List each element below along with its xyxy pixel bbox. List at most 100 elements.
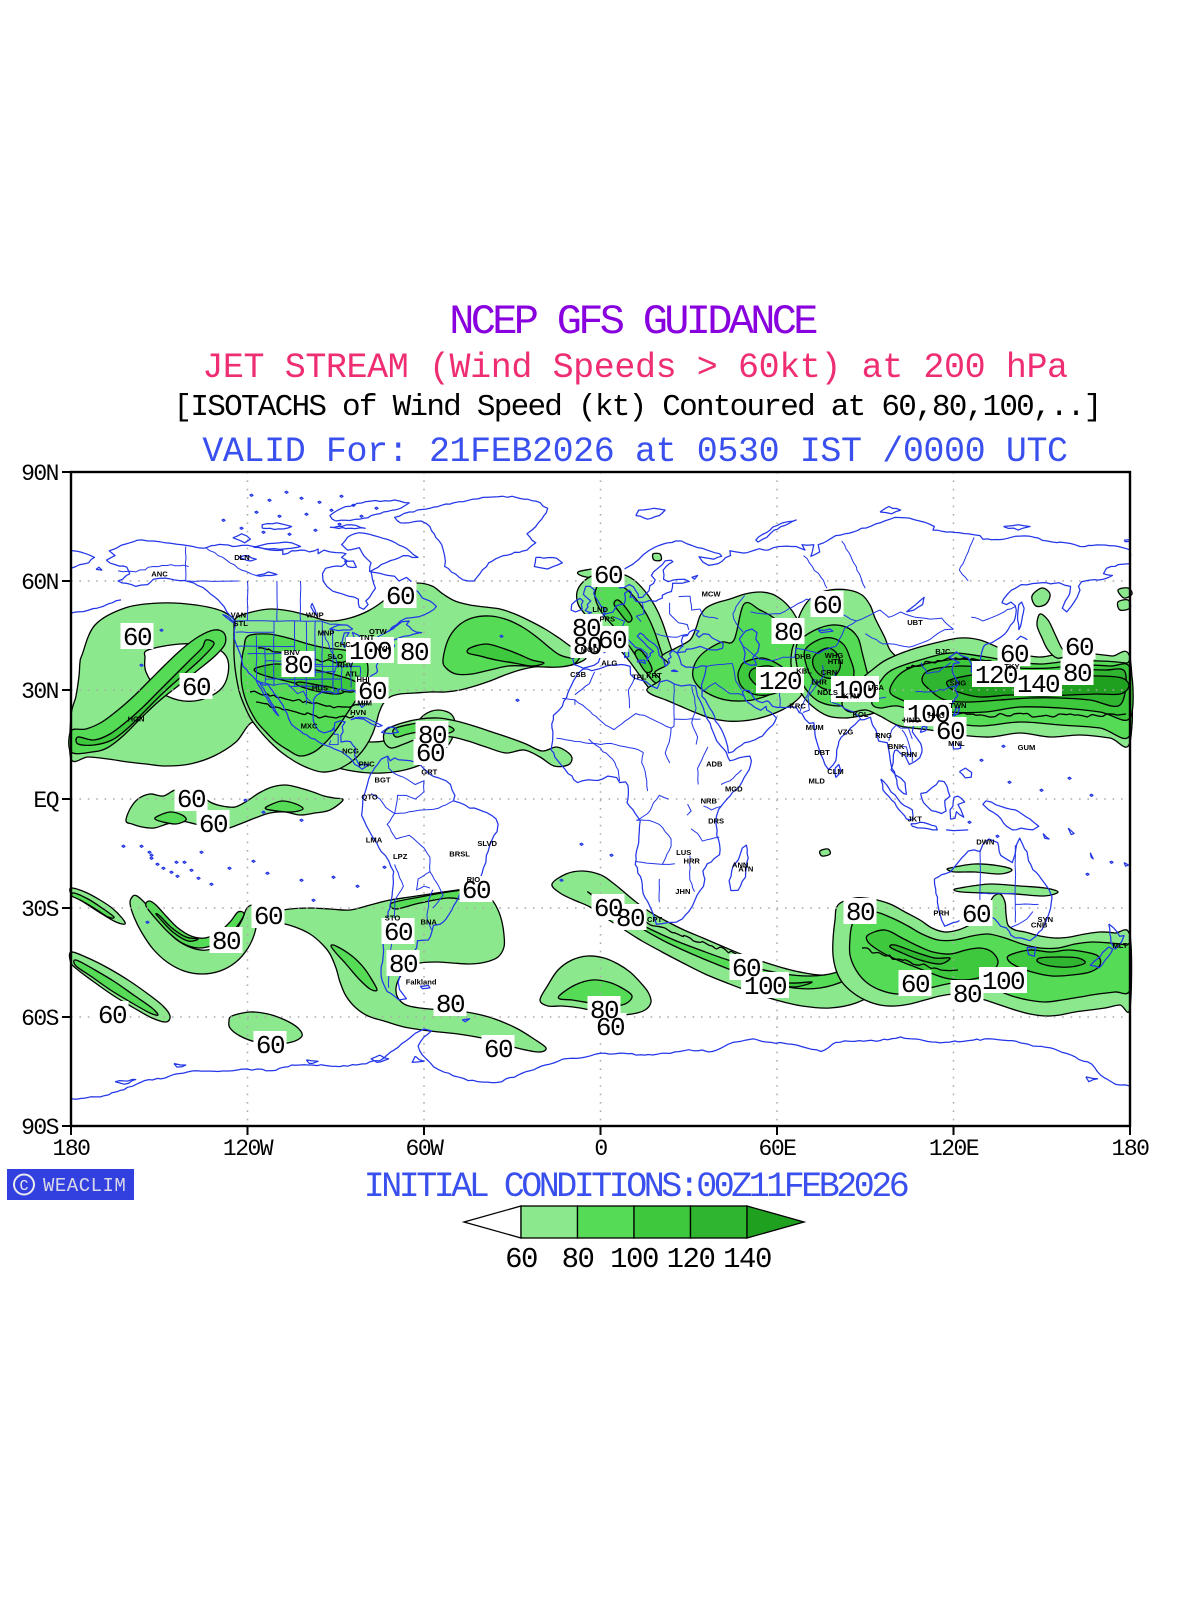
svg-text:MGD: MGD (725, 785, 743, 794)
svg-text:PNC: PNC (359, 759, 376, 768)
svg-text:60: 60 (484, 1035, 512, 1065)
svg-text:KTM: KTM (843, 691, 859, 700)
svg-text:STL: STL (234, 619, 249, 628)
svg-text:KOL: KOL (852, 710, 868, 719)
svg-text:MOD: MOD (581, 645, 599, 654)
svg-text:60: 60 (416, 739, 444, 769)
svg-text:VAN: VAN (231, 611, 246, 620)
svg-text:NDLS: NDLS (817, 688, 838, 697)
svg-text:80: 80 (953, 980, 981, 1010)
svg-text:EQ: EQ (33, 788, 58, 814)
svg-text:LMA: LMA (366, 836, 383, 845)
svg-text:GRT: GRT (421, 767, 437, 776)
svg-text:VZG: VZG (838, 728, 854, 737)
svg-text:120: 120 (759, 667, 801, 697)
svg-text:PHN: PHN (901, 750, 917, 759)
svg-text:RHV: RHV (337, 661, 354, 670)
svg-text:KRT: KRT (646, 671, 662, 680)
svg-text:HON: HON (128, 715, 145, 724)
svg-text:ATL: ATL (345, 670, 360, 679)
svg-text:60N: 60N (21, 570, 58, 596)
svg-text:60: 60 (182, 673, 210, 703)
svg-text:LHR: LHR (811, 678, 827, 687)
svg-text:KRC: KRC (789, 702, 806, 711)
svg-text:WHG: WHG (825, 651, 844, 660)
svg-text:60: 60 (177, 785, 205, 815)
svg-text:INITIAL CONDITIONS:00Z11FEB202: INITIAL CONDITIONS:00Z11FEB2026 (364, 1167, 908, 1207)
svg-text:CLM: CLM (827, 767, 843, 776)
svg-text:CSB: CSB (570, 670, 587, 679)
svg-text:60: 60 (1000, 640, 1028, 670)
svg-text:MLT: MLT (1112, 941, 1127, 950)
svg-text:CHC: CHC (334, 640, 351, 649)
svg-text:100: 100 (349, 637, 391, 667)
svg-text:DLN: DLN (234, 553, 250, 562)
svg-text:CPT: CPT (647, 915, 663, 924)
svg-text:80: 80 (774, 618, 802, 648)
svg-text:60E: 60E (759, 1136, 797, 1162)
svg-text:30S: 30S (21, 897, 59, 923)
svg-text:100: 100 (744, 972, 786, 1002)
svg-text:MUM: MUM (806, 723, 824, 732)
svg-text:PRH: PRH (933, 908, 949, 917)
svg-text:80: 80 (562, 1243, 594, 1276)
svg-text:PRS: PRS (599, 614, 615, 623)
svg-text:USA: USA (868, 683, 885, 692)
svg-text:DHB: DHB (795, 652, 812, 661)
svg-text:VALID For: 21FEB2026 at 0530 I: VALID For: 21FEB2026 at 0530 IST /0000 U… (202, 432, 1067, 472)
svg-text:60: 60 (123, 623, 151, 653)
svg-text:HHI: HHI (357, 675, 370, 684)
svg-text:BNA: BNA (420, 918, 437, 927)
svg-text:80: 80 (389, 950, 417, 980)
svg-text:HKG: HKG (928, 711, 945, 720)
svg-text:TPL: TPL (632, 673, 647, 682)
svg-text:WEACLIM: WEACLIM (43, 1175, 126, 1197)
svg-text:60: 60 (901, 970, 929, 1000)
svg-text:60: 60 (594, 894, 622, 924)
svg-text:TNT: TNT (360, 633, 375, 642)
svg-text:UBT: UBT (907, 618, 923, 627)
svg-text:RNG: RNG (875, 731, 892, 740)
svg-text:DRS: DRS (708, 817, 724, 826)
svg-text:60: 60 (505, 1243, 537, 1276)
svg-text:OTW: OTW (369, 627, 388, 636)
svg-text:Falkland: Falkland (406, 977, 437, 986)
svg-text:60: 60 (936, 717, 964, 747)
svg-text:CRN: CRN (821, 668, 837, 677)
svg-text:60: 60 (732, 954, 760, 984)
svg-text:BRSL: BRSL (449, 849, 470, 858)
svg-text:60: 60 (98, 1001, 126, 1031)
svg-text:NYK: NYK (375, 644, 392, 653)
svg-text:ATN: ATN (738, 865, 753, 874)
svg-text:60: 60 (813, 591, 841, 621)
svg-text:80: 80 (400, 638, 428, 668)
svg-text:MNP: MNP (318, 629, 335, 638)
svg-text:JET STREAM (Wind Speeds > 60kt: JET STREAM (Wind Speeds > 60kt) at 200 h… (202, 348, 1067, 388)
svg-text:HTN: HTN (828, 657, 844, 666)
svg-text:LUS: LUS (676, 848, 691, 857)
svg-text:80: 80 (573, 632, 601, 662)
svg-text:180: 180 (53, 1136, 91, 1162)
svg-text:TWN: TWN (949, 701, 966, 710)
svg-text:DWN: DWN (976, 837, 994, 846)
svg-text:80: 80 (436, 990, 464, 1020)
svg-text:100: 100 (982, 967, 1024, 997)
svg-text:MCW: MCW (702, 589, 722, 598)
svg-text:BJC: BJC (935, 647, 951, 656)
svg-text:30N: 30N (21, 679, 58, 705)
svg-text:BGT: BGT (374, 775, 390, 784)
svg-text:ANC: ANC (151, 570, 168, 579)
svg-text:DBT: DBT (814, 748, 830, 757)
svg-text:ANN: ANN (732, 861, 748, 870)
svg-text:120: 120 (975, 661, 1017, 691)
svg-text:GUM: GUM (1018, 743, 1036, 752)
svg-text:60: 60 (1065, 633, 1093, 663)
svg-text:C: C (19, 1178, 28, 1195)
svg-text:BNK: BNK (888, 742, 905, 751)
svg-text:80: 80 (616, 904, 644, 934)
svg-text:100: 100 (907, 700, 949, 730)
svg-text:NRB: NRB (701, 797, 718, 806)
svg-text:80: 80 (572, 614, 600, 644)
svg-text:140: 140 (1017, 670, 1059, 700)
svg-text:80: 80 (212, 927, 240, 957)
